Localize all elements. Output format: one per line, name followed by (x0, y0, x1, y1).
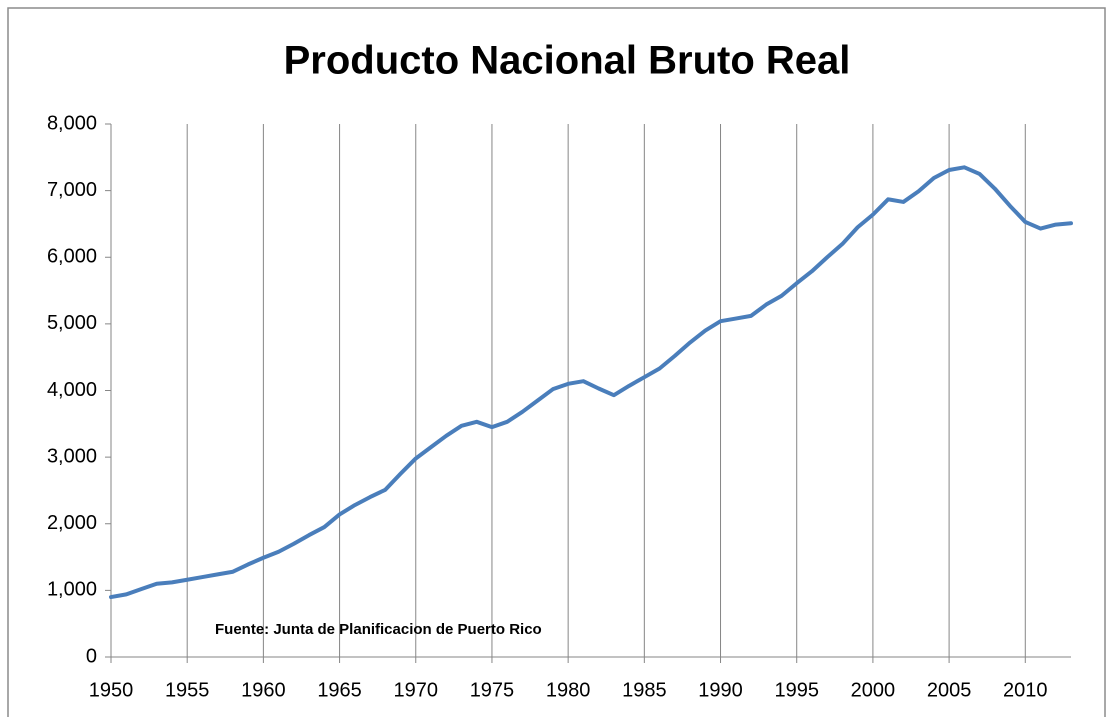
x-tick-label: 1995 (774, 679, 819, 701)
y-tick-label: 0 (86, 645, 97, 667)
source-note: Fuente: Junta de Planificacion de Puerto… (215, 621, 542, 638)
y-tick-label: 6,000 (47, 246, 97, 268)
chart-border (7, 7, 1106, 717)
x-tick-label: 1990 (698, 679, 743, 701)
series-line (109, 165, 1073, 600)
y-tick-label: 3,000 (47, 445, 97, 467)
x-tick-label: 1960 (241, 679, 286, 701)
x-tick-label: 1955 (165, 679, 210, 701)
x-tick-label: 1985 (622, 679, 667, 701)
y-tick-label: 2,000 (47, 512, 97, 534)
x-tick-label: 1950 (89, 679, 134, 701)
y-tick-label: 7,000 (47, 179, 97, 201)
y-tick-label: 8,000 (47, 112, 97, 134)
x-tick-label: 1970 (394, 679, 439, 701)
x-tick-label: 1965 (317, 679, 362, 701)
x-tick-label: 2000 (851, 679, 896, 701)
y-tick-label: 4,000 (47, 379, 97, 401)
y-tick-label: 5,000 (47, 312, 97, 334)
x-tick-label: 1975 (470, 679, 515, 701)
chart-title: Producto Nacional Bruto Real (284, 39, 851, 83)
x-tick-label: 1980 (546, 679, 591, 701)
y-tick-label: 1,000 (47, 579, 97, 601)
x-tick-label: 2010 (1003, 679, 1048, 701)
x-tick-label: 2005 (927, 679, 972, 701)
